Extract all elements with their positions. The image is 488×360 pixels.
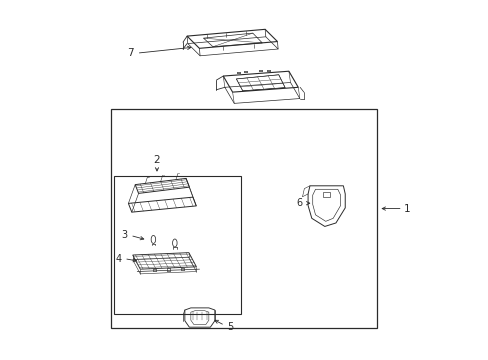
Bar bbox=[114, 176, 241, 314]
Text: 3: 3 bbox=[122, 230, 128, 240]
Text: 6: 6 bbox=[296, 198, 302, 208]
Bar bbox=[322, 192, 330, 197]
Text: 5: 5 bbox=[226, 322, 233, 332]
Text: 2: 2 bbox=[153, 156, 160, 165]
Bar bbox=[110, 109, 376, 328]
Text: 7: 7 bbox=[126, 48, 133, 58]
Text: 1: 1 bbox=[403, 203, 409, 213]
Text: 4: 4 bbox=[116, 253, 122, 264]
